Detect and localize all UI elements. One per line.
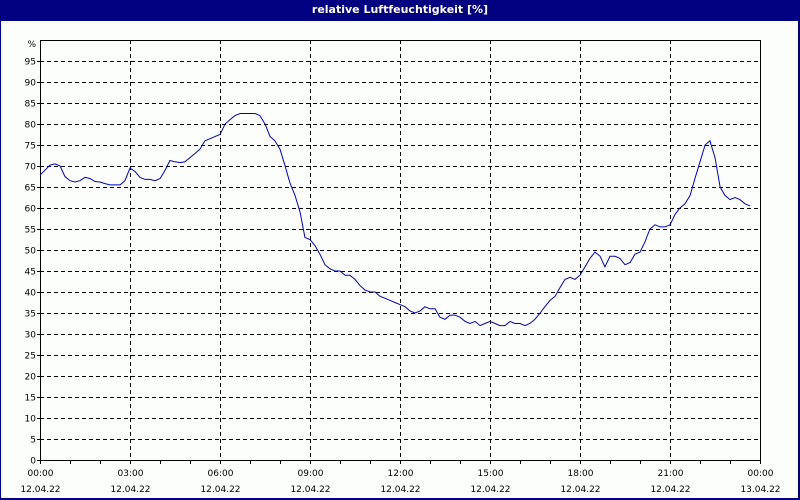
y-tick-label: 40 xyxy=(25,289,37,299)
y-tick-label: 55 xyxy=(25,226,36,236)
x-tick-date: 12.04.22 xyxy=(290,485,330,495)
x-tick-time: 21:00 xyxy=(658,469,684,479)
x-tick-date: 12.04.22 xyxy=(650,485,690,495)
y-tick-label: 5 xyxy=(30,436,36,446)
x-tick-time: 00:00 xyxy=(748,469,774,479)
y-tick-label: 10 xyxy=(25,415,37,425)
y-axis-labels: 0 5 10 15 20 25 30 35 40 45 50 55 60 65 70 75 80 85 90 95% xyxy=(25,40,37,467)
y-tick-label: 45 xyxy=(25,268,36,278)
x-tick-date: 12.04.22 xyxy=(380,485,420,495)
x-tick-time: 00:00 xyxy=(28,469,54,479)
x-tick-date: 12.04.22 xyxy=(470,485,510,495)
y-tick-label: 50 xyxy=(25,247,37,257)
x-tick-date: 13.04.22 xyxy=(740,485,780,495)
y-tick-label: 0 xyxy=(30,457,36,467)
x-tick-date: 12.04.22 xyxy=(110,485,150,495)
x-tick-time: 09:00 xyxy=(298,469,324,479)
x-tick-date: 12.04.22 xyxy=(200,485,240,495)
y-tick-label: 80 xyxy=(25,121,37,131)
y-tick-label: 90 xyxy=(25,79,37,89)
x-axis-labels: 00:00 12.04.22 03:00 12.04.22 06:00 12.04.22 0… xyxy=(20,469,780,495)
y-tick-label: 15 xyxy=(25,394,36,404)
axes xyxy=(37,40,761,464)
y-unit-label: % xyxy=(27,40,36,50)
x-tick-time: 18:00 xyxy=(568,469,594,479)
y-tick-label: 20 xyxy=(25,373,37,383)
x-tick-date: 12.04.22 xyxy=(20,485,60,495)
x-tick-time: 03:00 xyxy=(118,469,144,479)
y-tick-label: 35 xyxy=(25,310,36,320)
y-tick-label: 65 xyxy=(25,184,36,194)
x-tick-time: 06:00 xyxy=(208,469,234,479)
x-tick-date: 12.04.22 xyxy=(560,485,600,495)
y-tick-label: 70 xyxy=(25,163,37,173)
y-tick-label: 75 xyxy=(25,142,36,152)
y-tick-label: 85 xyxy=(25,100,36,110)
y-tick-label: 95 xyxy=(25,58,36,68)
y-tick-label: 25 xyxy=(25,352,36,362)
x-tick-time: 15:00 xyxy=(478,469,504,479)
humidity-series-line xyxy=(39,113,751,327)
x-tick-time: 12:00 xyxy=(388,469,414,479)
y-tick-label: 60 xyxy=(25,205,37,215)
y-tick-label: 30 xyxy=(25,331,37,341)
grid-lines xyxy=(40,40,760,460)
chart-title: relative Luftfeuchtigkeit [%] xyxy=(0,0,800,20)
